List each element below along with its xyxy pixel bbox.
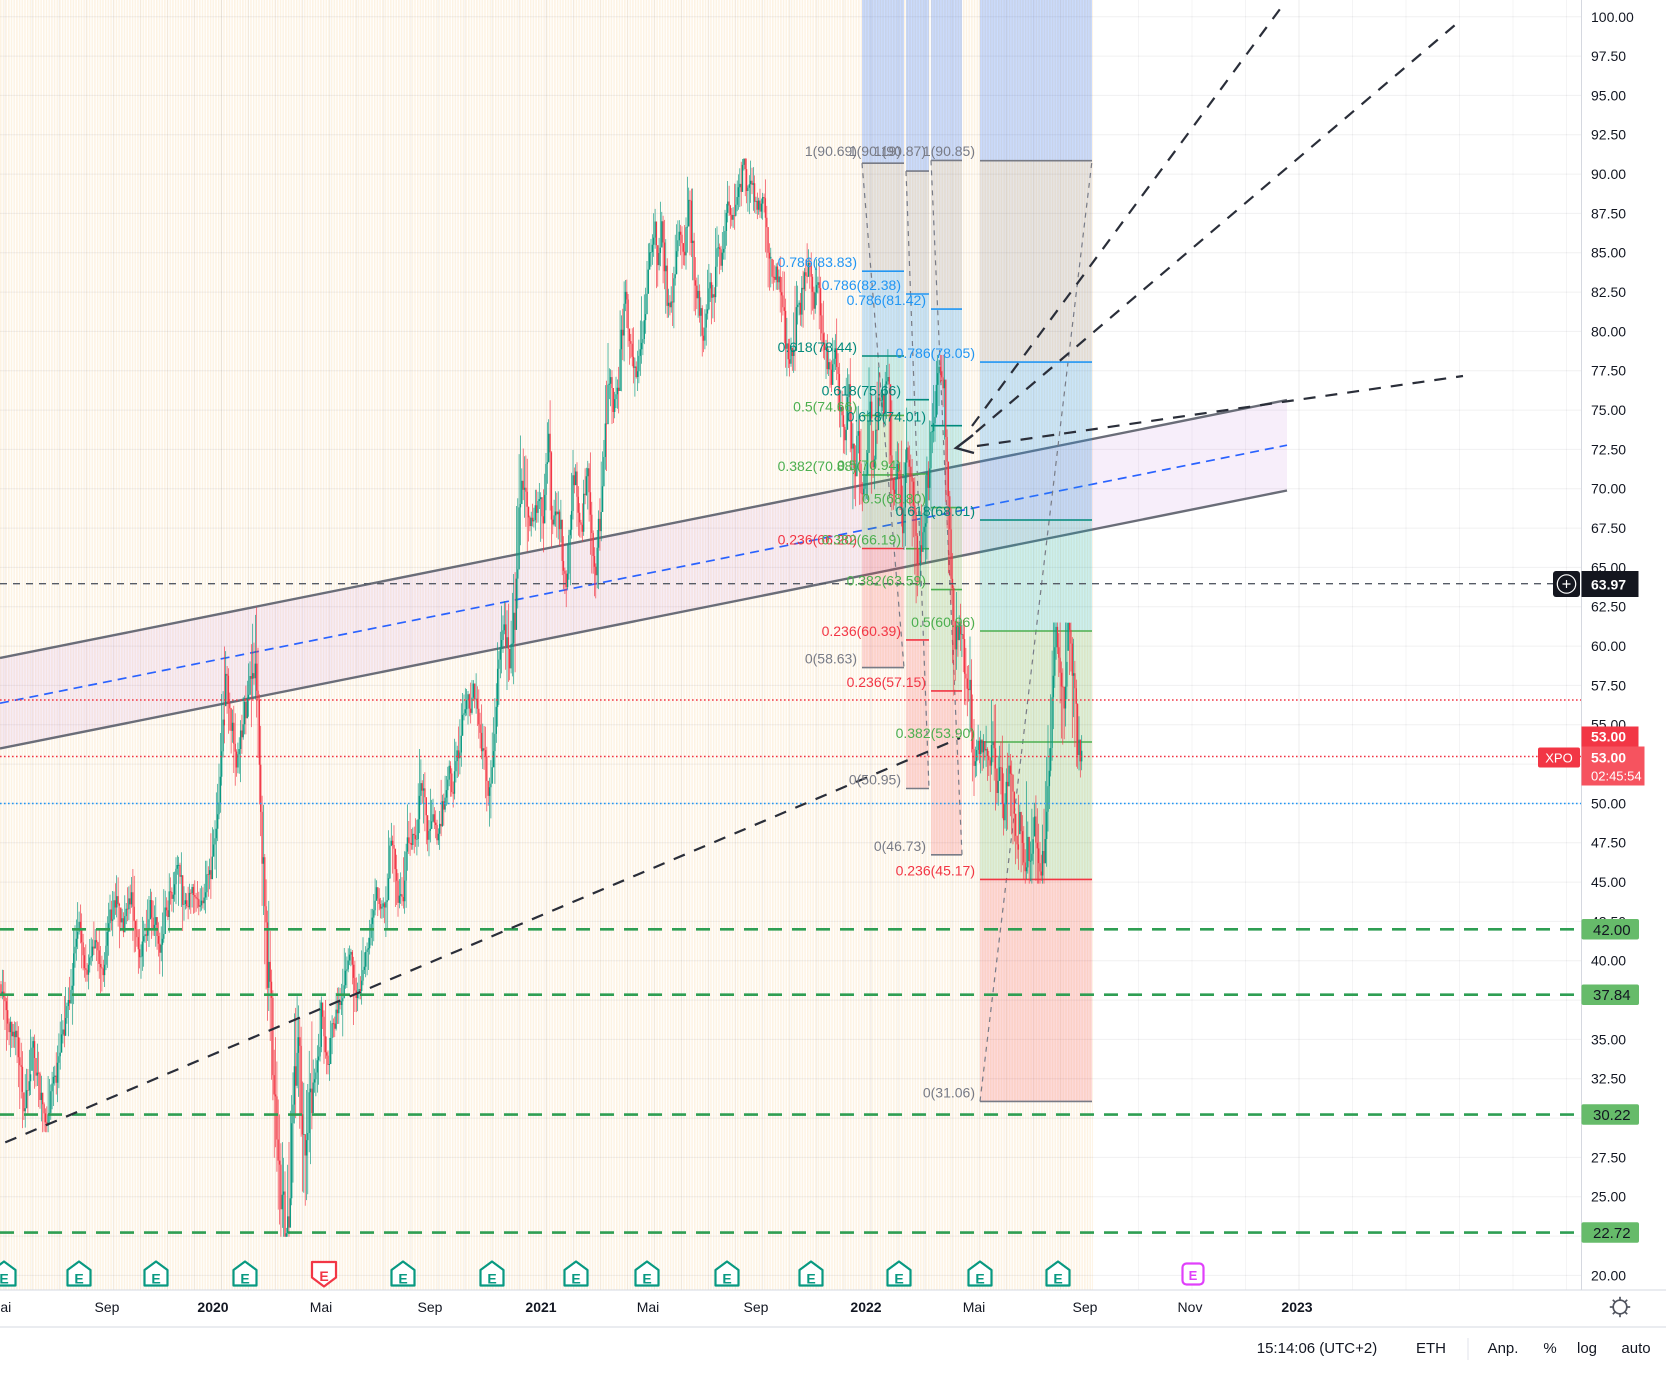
- svg-text:E: E: [319, 1268, 328, 1284]
- svg-text:0.786(82.38): 0.786(82.38): [822, 277, 901, 293]
- svg-text:0(31.06): 0(31.06): [923, 1084, 975, 1100]
- svg-text:63.97: 63.97: [1591, 577, 1626, 593]
- svg-text:47.50: 47.50: [1591, 835, 1626, 851]
- svg-text:2021: 2021: [525, 1299, 556, 1315]
- svg-text:22.72: 22.72: [1593, 1225, 1631, 1242]
- svg-text:1(90.85): 1(90.85): [923, 143, 975, 159]
- svg-text:50.00: 50.00: [1591, 795, 1626, 811]
- svg-text:75.00: 75.00: [1591, 402, 1626, 418]
- svg-text:57.50: 57.50: [1591, 677, 1626, 693]
- svg-text:0.236(45.17): 0.236(45.17): [896, 862, 975, 878]
- svg-text:30.22: 30.22: [1593, 1107, 1631, 1124]
- svg-text:0.786(83.83): 0.786(83.83): [778, 254, 857, 270]
- svg-text:37.84: 37.84: [1593, 987, 1631, 1004]
- svg-text:72.50: 72.50: [1591, 441, 1626, 457]
- svg-text:1(90.87): 1(90.87): [874, 143, 926, 159]
- svg-text:40.00: 40.00: [1591, 953, 1626, 969]
- svg-text:92.50: 92.50: [1591, 127, 1626, 143]
- svg-text:0.382(70.88): 0.382(70.88): [778, 458, 857, 474]
- svg-text:0(50.95): 0(50.95): [849, 772, 901, 788]
- svg-text:1(90.69): 1(90.69): [805, 143, 857, 159]
- svg-text:2020: 2020: [197, 1299, 228, 1315]
- svg-text:Mai: Mai: [0, 1299, 11, 1315]
- svg-text:25.00: 25.00: [1591, 1189, 1626, 1205]
- svg-text:E: E: [722, 1271, 731, 1287]
- svg-text:42.00: 42.00: [1593, 922, 1631, 939]
- svg-text:E: E: [642, 1271, 651, 1287]
- svg-text:20.00: 20.00: [1591, 1267, 1626, 1283]
- svg-text:0.618(74.01): 0.618(74.01): [847, 409, 926, 425]
- svg-text:1(90.19): 1(90.19): [849, 143, 901, 159]
- svg-text:E: E: [571, 1271, 580, 1287]
- svg-text:53.00: 53.00: [1591, 750, 1626, 766]
- svg-text:0.382(53.90): 0.382(53.90): [896, 725, 975, 741]
- svg-text:77.50: 77.50: [1591, 363, 1626, 379]
- svg-text:Sep: Sep: [95, 1299, 120, 1315]
- svg-text:%: %: [1543, 1340, 1556, 1357]
- svg-text:0.786(78.05): 0.786(78.05): [896, 345, 975, 361]
- svg-text:53.00: 53.00: [1591, 729, 1626, 745]
- svg-text:E: E: [240, 1271, 249, 1287]
- svg-text:97.50: 97.50: [1591, 48, 1626, 64]
- svg-text:87.50: 87.50: [1591, 205, 1626, 221]
- svg-text:E: E: [74, 1271, 83, 1287]
- svg-text:0.236(66.20): 0.236(66.20): [778, 532, 857, 548]
- svg-text:100.00: 100.00: [1591, 9, 1634, 25]
- svg-text:45.00: 45.00: [1591, 874, 1626, 890]
- svg-text:0.618(68.01): 0.618(68.01): [896, 503, 975, 519]
- svg-text:2022: 2022: [850, 1299, 881, 1315]
- svg-text:Sep: Sep: [1073, 1299, 1098, 1315]
- svg-text:70.00: 70.00: [1591, 481, 1626, 497]
- svg-text:60.00: 60.00: [1591, 638, 1626, 654]
- svg-text:90.00: 90.00: [1591, 166, 1626, 182]
- svg-text:Nov: Nov: [1178, 1299, 1203, 1315]
- svg-text:auto: auto: [1621, 1340, 1650, 1357]
- svg-text:Mai: Mai: [963, 1299, 986, 1315]
- svg-text:0.5(68.80): 0.5(68.80): [862, 491, 926, 507]
- svg-text:E: E: [1189, 1268, 1198, 1283]
- svg-text:0.382(66.19): 0.382(66.19): [822, 532, 901, 548]
- svg-text:E: E: [151, 1271, 160, 1287]
- svg-text:0.618(75.66): 0.618(75.66): [822, 383, 901, 399]
- svg-text:27.50: 27.50: [1591, 1149, 1626, 1165]
- svg-text:E: E: [487, 1271, 496, 1287]
- svg-text:0.236(57.15): 0.236(57.15): [847, 674, 926, 690]
- svg-text:0(58.63): 0(58.63): [805, 651, 857, 667]
- svg-text:2023: 2023: [1281, 1299, 1312, 1315]
- svg-text:0.5(74.66): 0.5(74.66): [793, 398, 857, 414]
- svg-text:E: E: [398, 1271, 407, 1287]
- svg-text:02:45:54: 02:45:54: [1591, 769, 1642, 784]
- svg-text:Anp.: Anp.: [1488, 1340, 1519, 1357]
- svg-text:E: E: [1053, 1271, 1062, 1287]
- svg-text:0(46.73): 0(46.73): [874, 838, 926, 854]
- svg-text:Sep: Sep: [418, 1299, 443, 1315]
- svg-text:95.00: 95.00: [1591, 87, 1626, 103]
- svg-text:0.786(81.42): 0.786(81.42): [847, 292, 926, 308]
- svg-text:Mai: Mai: [637, 1299, 660, 1315]
- svg-text:85.00: 85.00: [1591, 245, 1626, 261]
- svg-text:67.50: 67.50: [1591, 520, 1626, 536]
- svg-text:E: E: [894, 1271, 903, 1287]
- svg-text:35.00: 35.00: [1591, 1031, 1626, 1047]
- svg-text:Mai: Mai: [310, 1299, 333, 1315]
- svg-text:82.50: 82.50: [1591, 284, 1626, 300]
- svg-text:32.50: 32.50: [1591, 1071, 1626, 1087]
- svg-text:E: E: [975, 1271, 984, 1287]
- svg-text:0.236(60.39): 0.236(60.39): [822, 623, 901, 639]
- svg-text:E: E: [0, 1271, 9, 1287]
- svg-text:E: E: [806, 1271, 815, 1287]
- svg-text:15:14:06 (UTC+2): 15:14:06 (UTC+2): [1257, 1340, 1377, 1357]
- svg-text:80.00: 80.00: [1591, 323, 1626, 339]
- svg-text:62.50: 62.50: [1591, 599, 1626, 615]
- svg-text:ETH: ETH: [1416, 1340, 1446, 1357]
- svg-text:0.618(78.44): 0.618(78.44): [778, 339, 857, 355]
- svg-text:log: log: [1577, 1340, 1597, 1357]
- svg-text:0.382(63.59): 0.382(63.59): [847, 573, 926, 589]
- svg-text:0.5(60.96): 0.5(60.96): [911, 614, 975, 630]
- svg-text:0.5(70.94): 0.5(70.94): [837, 457, 901, 473]
- svg-text:Sep: Sep: [744, 1299, 769, 1315]
- svg-text:XPO: XPO: [1545, 751, 1572, 766]
